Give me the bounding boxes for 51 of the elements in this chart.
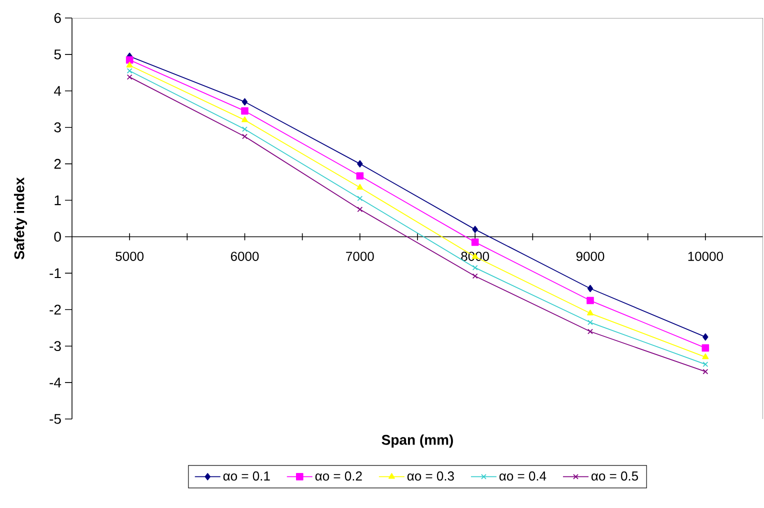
x-tick-label: 6000 [230,252,259,261]
point [472,273,478,279]
x-tick-label: 10000 [688,252,723,261]
point [588,328,593,334]
legend-label: αo = 0.5 [591,471,638,481]
point [357,160,363,168]
point [586,296,594,304]
point [242,116,248,122]
y-tick-label: 2 [54,158,61,169]
point [587,284,594,292]
point [126,62,133,68]
point [472,265,478,270]
x-tick-label: 5000 [116,252,144,261]
y-tick-label: -2 [50,304,61,315]
legend-label: αo = 0.3 [407,471,454,481]
point [357,196,363,202]
point [702,333,708,341]
x-tick-label: 9000 [576,252,604,261]
point [126,68,132,74]
y-tick-label: 3 [54,122,61,132]
point [241,107,248,115]
y-axis-title: Safety index [14,177,28,260]
y-tick-label: -5 [50,414,61,424]
y-tick-label: -1 [50,268,61,278]
point [126,74,132,80]
legend-label: αo = 0.4 [499,471,546,481]
point [242,126,248,132]
y-tick-label: 6 [54,13,61,23]
point [356,184,364,190]
point [702,344,710,352]
y-tick-label: 5 [54,50,61,60]
point [702,362,708,368]
point [357,206,363,212]
point [588,320,593,326]
y-tick-label: -3 [50,341,61,352]
point [702,368,708,374]
y-tick-label: 0 [54,232,61,242]
point [472,226,478,234]
y-tick-label: 1 [54,195,61,206]
x-axis-title: Span (mm) [382,434,453,448]
legend-label: αo = 0.1 [223,471,270,481]
point [587,310,594,316]
y-tick-label: -4 [50,378,62,388]
point [242,134,248,140]
legend-label: αo = 0.2 [315,471,362,481]
point [471,238,479,246]
point [702,353,709,360]
point [356,172,364,180]
point [242,98,248,106]
x-tick-label: 7000 [346,252,374,261]
y-tick-label: 4 [54,86,62,96]
